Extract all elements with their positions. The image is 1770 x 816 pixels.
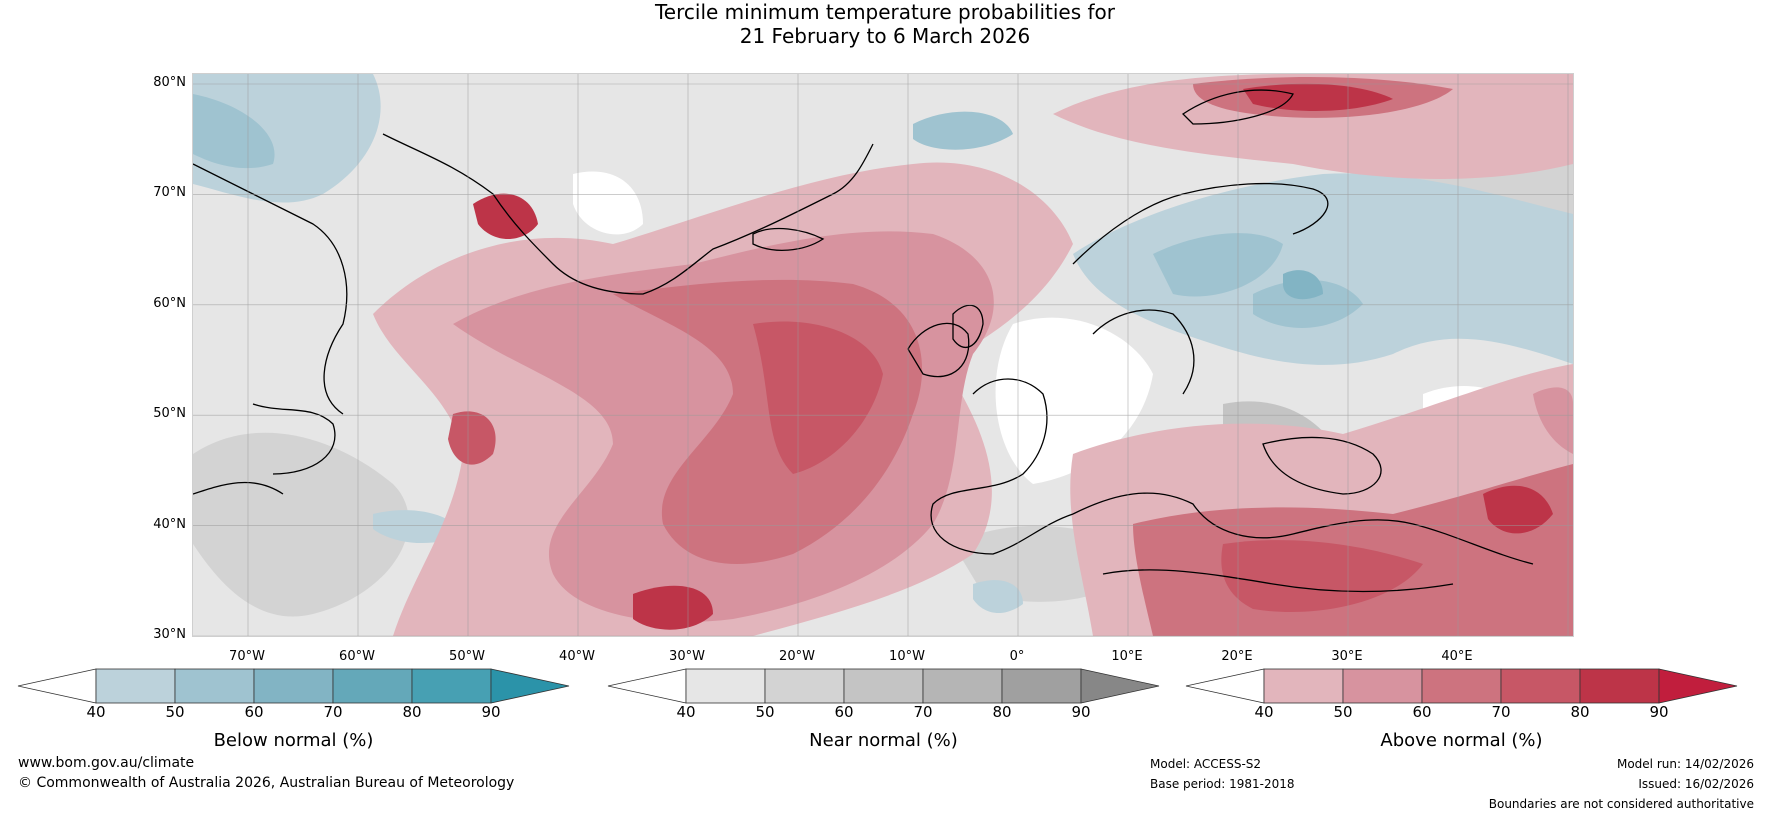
probability-map — [192, 73, 1574, 637]
colorbar-tick-label: 60 — [244, 703, 264, 721]
longitude-label: 60°W — [339, 649, 375, 664]
colorbar-tick-label: 90 — [1649, 703, 1669, 721]
below-normal-region — [193, 74, 381, 203]
above-normal-region — [1483, 485, 1553, 534]
map-canvas — [193, 74, 1573, 636]
below-normal-region — [1283, 270, 1323, 300]
colorbar-tick-label: 90 — [481, 703, 501, 721]
latitude-label: 80°N — [153, 75, 186, 90]
colorbar-tick-label: 50 — [165, 703, 185, 721]
issued-date: Issued: 16/02/2026 — [1638, 777, 1754, 791]
colorbar-title: Above normal (%) — [1380, 730, 1543, 751]
latitude-label: 50°N — [153, 406, 186, 422]
latitude-label: 70°N — [153, 185, 186, 201]
no-signal-region — [573, 171, 643, 235]
model-run-date: Model run: 14/02/2026 — [1616, 757, 1754, 771]
colorbar-min-arrow — [17, 668, 97, 704]
above-normal-region — [1533, 387, 1573, 454]
above-normal-region — [473, 193, 538, 239]
colorbar-tick-label: 70 — [913, 703, 933, 721]
colorbar-segment — [95, 668, 176, 704]
above-normal-region — [448, 411, 496, 465]
below-normal-region — [1253, 280, 1363, 328]
longitude-label: 40°W — [559, 649, 595, 664]
legend-above-normal: 40 50 60 70 80 90 Above normal (%) — [1185, 668, 1738, 751]
colorbar-segment — [764, 668, 845, 704]
title-line-2: 21 February to 6 March 2026 — [739, 24, 1031, 48]
above-normal-region — [633, 585, 713, 630]
above-normal-region — [753, 321, 883, 474]
colorbar-tick-label: 70 — [323, 703, 343, 721]
below-normal-region — [193, 94, 275, 169]
above-normal-region — [1053, 74, 1573, 179]
colorbar-segment — [1421, 668, 1502, 704]
colorbar-segment — [174, 668, 255, 704]
colorbar-tick-label: 40 — [676, 703, 696, 721]
colorbar-segment — [1263, 668, 1344, 704]
colorbar-segment — [1500, 668, 1581, 704]
above-normal-region — [1243, 83, 1393, 111]
colorbar-tick-label: 50 — [755, 703, 775, 721]
colorbar-tick-label: 50 — [1333, 703, 1353, 721]
coastlines — [193, 89, 1534, 593]
longitude-label: 10°E — [1111, 649, 1143, 664]
legend-below-normal: 40 50 60 70 80 90 Below normal (%) — [17, 668, 570, 751]
colorbar-segment — [685, 668, 766, 704]
colorbar-tick-label: 80 — [402, 703, 422, 721]
longitude-label: 20°E — [1221, 649, 1253, 664]
colorbar-tick-label: 70 — [1491, 703, 1511, 721]
colorbar-segment — [922, 668, 1003, 704]
disclaimer-text: Boundaries are not considered authoritat… — [1488, 797, 1754, 811]
above-normal-region — [1221, 540, 1423, 612]
colorbar-max-arrow — [490, 668, 570, 704]
longitude-label: 40°E — [1441, 649, 1473, 664]
colorbar-tick-label: 40 — [1254, 703, 1274, 721]
longitude-label: 30°W — [669, 649, 705, 664]
graticule — [193, 74, 1573, 636]
longitude-label: 50°W — [449, 649, 485, 664]
colorbar-max-arrow — [1080, 668, 1160, 704]
colorbar-segment — [411, 668, 492, 704]
longitude-label: 20°W — [779, 649, 815, 664]
colorbar-segment — [1001, 668, 1082, 704]
longitude-label: 10°W — [889, 649, 925, 664]
colorbar-max-arrow — [1658, 668, 1738, 704]
below-normal-region — [913, 111, 1013, 150]
title-line-1: Tercile minimum temperature probabilitie… — [654, 0, 1116, 24]
longitude-label: 0° — [1009, 649, 1025, 664]
colorbar-tick-label: 60 — [1412, 703, 1432, 721]
colorbar-segment — [253, 668, 334, 704]
colorbar — [17, 668, 570, 704]
colorbar-title: Below normal (%) — [213, 730, 374, 751]
near-normal-region — [193, 432, 409, 617]
legend-near-normal: 40 50 60 70 80 90 Near normal (%) — [607, 668, 1160, 751]
website-link[interactable]: www.bom.gov.au/climate — [18, 755, 195, 771]
chart-title: Tercile minimum temperature probabilitie… — [0, 0, 1770, 48]
colorbar — [1185, 668, 1738, 704]
below-normal-region — [1153, 233, 1283, 297]
colorbar-segment — [1342, 668, 1423, 704]
colorbar-title: Near normal (%) — [809, 730, 958, 751]
colorbar-min-arrow — [1185, 668, 1265, 704]
colorbar — [607, 668, 1160, 704]
base-period: Base period: 1981-2018 — [1150, 777, 1295, 791]
colorbar-segment — [332, 668, 413, 704]
colorbar-segment — [1579, 668, 1660, 704]
colorbar-min-arrow — [607, 668, 687, 704]
below-normal-region — [1073, 173, 1573, 365]
colorbar-tick-label: 90 — [1071, 703, 1091, 721]
latitude-label: 30°N — [153, 627, 186, 642]
model-name: Model: ACCESS-S2 — [1150, 757, 1262, 771]
colorbar-tick-label: 40 — [86, 703, 106, 721]
colorbar-segment — [843, 668, 924, 704]
below-normal-region — [973, 580, 1023, 614]
colorbar-tick-label: 60 — [834, 703, 854, 721]
colorbar-tick-label: 80 — [1570, 703, 1590, 721]
latitude-label: 60°N — [153, 295, 186, 311]
copyright-text: © Commonwealth of Australia 2026, Austra… — [18, 775, 515, 791]
latitude-label: 40°N — [153, 516, 186, 532]
longitude-label: 70°W — [229, 649, 265, 664]
colorbar-tick-label: 80 — [992, 703, 1012, 721]
longitude-label: 30°E — [1331, 649, 1363, 664]
